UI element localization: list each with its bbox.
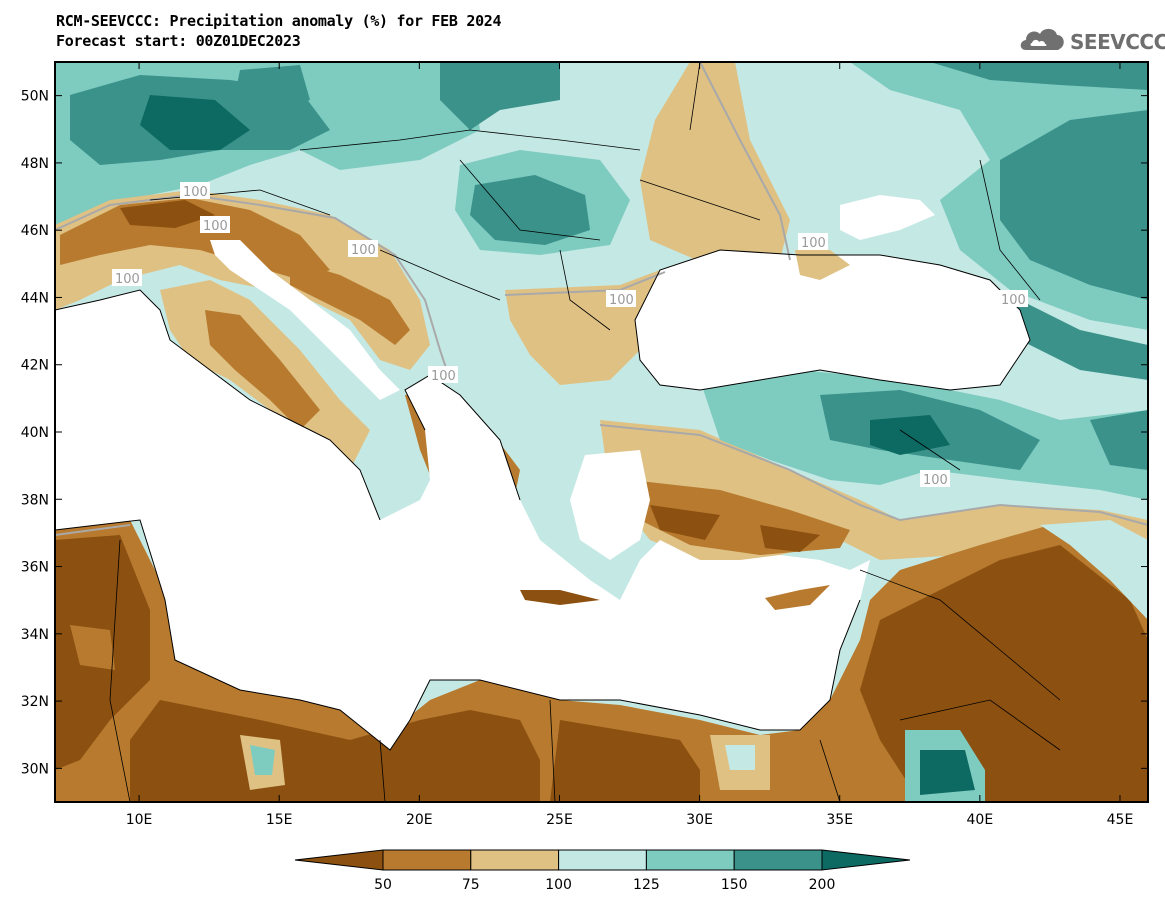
colorbar-swatch: [470, 849, 560, 871]
anomaly-region: [550, 720, 700, 802]
lat-tick-label: 30N: [21, 761, 49, 777]
contour-label: 100: [203, 219, 228, 234]
colorbar-tick-label: 150: [721, 877, 748, 893]
contour-label: 100: [351, 243, 376, 258]
lat-tick-label: 44N: [21, 290, 49, 306]
contour-label: 100: [183, 185, 208, 200]
colorbar-low-arrow: [294, 849, 384, 871]
anomaly-region: [725, 745, 755, 770]
anomaly-region: [650, 505, 720, 540]
colorbar-tick-label: 100: [545, 877, 572, 893]
lon-tick-label: 25E: [546, 812, 573, 828]
contour-labels: 100 100 100 100 100 100 100 100 100: [112, 182, 1028, 488]
anomaly-region: [760, 525, 820, 552]
colorbar: 50 75 100 125 150 200: [294, 849, 911, 893]
map-field: [55, 62, 1148, 802]
contour-label: 100: [801, 236, 826, 251]
sea-of-azov: [840, 195, 935, 240]
anomaly-region: [235, 65, 310, 115]
anomaly-region: [920, 750, 975, 795]
colorbar-high-arrow: [821, 849, 911, 871]
crimea-region: [795, 250, 850, 280]
contour-label: 100: [1001, 293, 1026, 308]
anomaly-region: [1000, 110, 1148, 300]
anomaly-region: [70, 625, 115, 670]
mediterranean-sea: [55, 290, 870, 750]
anomaly-region: [55, 520, 1148, 802]
seevccc-logo: SEEVCCC: [1018, 22, 1165, 58]
black-sea: [635, 250, 1030, 390]
colorbar-swatch: [733, 849, 823, 871]
lat-tick-label: 32N: [21, 694, 49, 710]
lat-tick-label: 42N: [21, 358, 49, 374]
country-borders: [109, 62, 1061, 802]
lat-tick-label: 38N: [21, 492, 49, 508]
anomaly-region: [1090, 410, 1148, 470]
anomaly-region: [870, 415, 950, 455]
crete-island: [520, 590, 600, 605]
anomaly-region: [290, 260, 410, 345]
longitude-axis: 10E 15E 20E 25E 30E 35E 40E 45E: [126, 62, 1134, 828]
cloud-icon: [1020, 28, 1064, 50]
anomaly-region: [640, 62, 790, 270]
lat-tick-label: 50N: [21, 89, 49, 105]
anomaly-region: [140, 95, 250, 150]
lon-tick-label: 35E: [826, 812, 853, 828]
anomaly-region: [250, 745, 275, 775]
colorbar-tick-label: 50: [374, 877, 392, 893]
anomaly-region: [120, 200, 215, 228]
colorbar-swatch: [558, 849, 647, 871]
anomaly-region: [440, 62, 560, 130]
anomaly-region: [205, 310, 320, 430]
lon-tick-label: 40E: [967, 812, 994, 828]
colorbar-tick-label: 75: [462, 877, 480, 893]
colorbar-tick-label: 200: [809, 877, 836, 893]
contour-label: 100: [431, 369, 456, 384]
contour-label: 100: [609, 293, 634, 308]
latitude-axis: 30N 32N 34N 36N 38N 40N 42N 44N 46N 48N 50N: [21, 89, 1148, 777]
lon-tick-label: 45E: [1107, 812, 1134, 828]
anomaly-region: [470, 175, 590, 245]
lat-tick-label: 40N: [21, 425, 49, 441]
colorbar-swatch: [382, 849, 472, 871]
anomaly-region: [1040, 520, 1148, 620]
contour-label: 100: [115, 272, 140, 287]
cyprus-island: [765, 585, 830, 610]
lat-tick-label: 48N: [21, 156, 49, 172]
lon-tick-label: 30E: [686, 812, 713, 828]
logo-text: SEEVCCC: [1070, 30, 1165, 54]
aegean-sea: [570, 450, 650, 560]
adriatic-sea: [210, 240, 400, 400]
colorbar-swatch: [645, 849, 735, 871]
colorbar-tick-label: 125: [633, 877, 660, 893]
map-title: RCM-SEEVCCC: Precipitation anomaly (%) f…: [56, 12, 502, 30]
lat-tick-label: 34N: [21, 627, 49, 643]
anomaly-region: [130, 700, 540, 802]
coastline: [55, 249, 1031, 751]
lon-tick-label: 15E: [266, 812, 293, 828]
forecast-start-label: Forecast start: 00Z01DEC2023: [56, 32, 301, 50]
lon-tick-label: 10E: [126, 812, 153, 828]
contour-label: 100: [923, 473, 948, 488]
lat-tick-label: 46N: [21, 223, 49, 239]
anomaly-region: [930, 62, 1148, 90]
lon-tick-label: 20E: [406, 812, 433, 828]
lat-tick-label: 36N: [21, 560, 49, 576]
